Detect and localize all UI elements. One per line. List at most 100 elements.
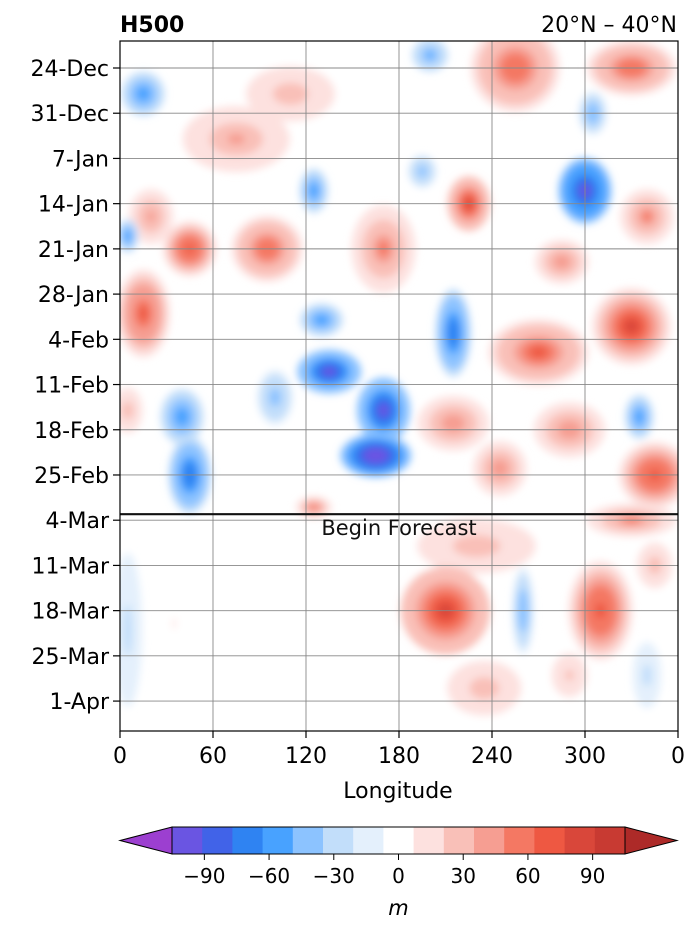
plot-area: Begin Forecast bbox=[119, 40, 679, 732]
blob-band bbox=[323, 367, 335, 376]
anomaly-blob bbox=[297, 349, 362, 394]
chart-title-right: 20°N – 40°N bbox=[541, 13, 677, 38]
blob-band bbox=[644, 669, 650, 681]
anomaly-blob bbox=[237, 60, 344, 127]
y-tick-label: 24-Dec bbox=[30, 57, 109, 82]
anomaly-blob bbox=[417, 395, 489, 451]
colorbar-band bbox=[353, 827, 384, 854]
y-tick-label: 18-Feb bbox=[34, 419, 109, 444]
y-tick-label: 18-Mar bbox=[32, 600, 110, 625]
y-tick-label: 11-Mar bbox=[32, 554, 110, 579]
blob-band bbox=[281, 88, 300, 100]
begin-forecast-label: Begin Forecast bbox=[321, 516, 476, 540]
anomaly-blob bbox=[120, 219, 139, 253]
blob-band bbox=[450, 325, 457, 341]
x-axis: 0 60 120 180 240 300 0 bbox=[113, 731, 685, 769]
blob-band bbox=[419, 168, 425, 175]
y-axis: 24-Dec 31-Dec 7-Jan 14-Jan 21-Jan 28-Jan 4-Feb… bbox=[30, 57, 120, 715]
x-axis-label: Longitude bbox=[343, 779, 452, 804]
blob-band bbox=[124, 405, 131, 415]
grid-lines bbox=[120, 41, 678, 731]
anomaly-blob bbox=[356, 377, 411, 444]
y-tick-label: 1-Apr bbox=[49, 690, 109, 715]
anomaly-blob bbox=[120, 553, 143, 707]
blob-band bbox=[642, 212, 652, 222]
colorbar-tick-label: 30 bbox=[450, 864, 475, 888]
blob-band bbox=[146, 211, 156, 223]
blob-band bbox=[125, 233, 130, 239]
colorbar: −90 −60 −30 0 30 60 90 m bbox=[118, 826, 679, 920]
anomaly-blob bbox=[160, 389, 204, 445]
colorbar-tick-label: −60 bbox=[248, 864, 290, 888]
x-tick-label: 0 bbox=[113, 744, 127, 769]
blob-band bbox=[565, 669, 574, 681]
blob-band bbox=[311, 187, 317, 195]
colorbar-tick-label: −30 bbox=[313, 864, 355, 888]
x-tick-label: 240 bbox=[471, 744, 513, 769]
y-tick-label: 4-Mar bbox=[46, 509, 110, 534]
anomaly-blob bbox=[473, 441, 527, 496]
colorbar-band bbox=[383, 827, 415, 854]
colorbar-band bbox=[292, 827, 324, 854]
anomaly-blob bbox=[257, 370, 293, 425]
blob-band bbox=[530, 346, 547, 358]
anomaly-blob bbox=[632, 642, 662, 709]
x-tick-label: 120 bbox=[285, 744, 327, 769]
x-tick-label: 180 bbox=[378, 744, 420, 769]
colorbar-band bbox=[262, 827, 294, 854]
anomaly-blob bbox=[592, 287, 671, 365]
blob-band bbox=[227, 133, 246, 145]
anomaly-blob bbox=[120, 269, 170, 358]
y-tick-label: 25-Mar bbox=[32, 645, 110, 670]
y-tick-label: 21-Jan bbox=[38, 238, 109, 263]
blob-band bbox=[272, 392, 278, 403]
colorbar-tick-label: 0 bbox=[392, 864, 405, 888]
colorbar-label: m bbox=[388, 896, 408, 920]
anomaly-blob bbox=[435, 288, 472, 377]
y-tick-label: 11-Feb bbox=[34, 374, 109, 399]
y-tick-label: 25-Feb bbox=[34, 464, 109, 489]
blob-band bbox=[464, 540, 489, 552]
anomaly-blob bbox=[624, 394, 654, 439]
blob-band bbox=[495, 463, 505, 474]
blob-band bbox=[369, 451, 382, 460]
colorbar-band bbox=[474, 827, 505, 854]
colorbar-tick-label: 90 bbox=[580, 864, 605, 888]
colorbar-band bbox=[504, 827, 535, 854]
blob-band bbox=[125, 617, 131, 643]
chart-title-left: H500 bbox=[120, 13, 184, 38]
colorbar-band bbox=[594, 827, 626, 854]
anomaly-blob bbox=[439, 655, 529, 722]
blob-band bbox=[379, 404, 388, 416]
colorbar-band bbox=[172, 827, 203, 854]
blob-band bbox=[636, 413, 642, 421]
anomaly-blob bbox=[407, 154, 437, 188]
x-tick-label: 60 bbox=[199, 744, 227, 769]
anomaly-blob bbox=[535, 239, 589, 284]
x-tick-label: 300 bbox=[564, 744, 606, 769]
anomaly-blob bbox=[488, 319, 589, 386]
anomaly-blob bbox=[447, 176, 491, 232]
x-tick-label: 0 bbox=[671, 744, 685, 769]
y-tick-label: 7-Jan bbox=[52, 147, 109, 172]
colorbar-band bbox=[443, 827, 475, 854]
anomaly-blob bbox=[299, 168, 329, 213]
blob-band bbox=[310, 505, 317, 510]
y-tick-label: 4-Feb bbox=[48, 328, 109, 353]
colorbar-tick-label: −90 bbox=[183, 864, 225, 888]
anomaly-blob bbox=[542, 642, 597, 709]
blob-band bbox=[476, 682, 492, 694]
blob-band bbox=[138, 306, 148, 321]
blob-band bbox=[447, 418, 460, 428]
colorbar-band bbox=[564, 827, 596, 854]
colorbar-band bbox=[202, 827, 233, 854]
anomaly-blob bbox=[120, 382, 146, 438]
blob-band bbox=[624, 319, 639, 333]
anomaly-blob bbox=[163, 590, 185, 657]
blob-band bbox=[172, 618, 177, 630]
anomaly-blob bbox=[405, 513, 548, 579]
blob-band bbox=[427, 52, 433, 58]
y-tick-label: 28-Jan bbox=[38, 283, 109, 308]
colorbar-band bbox=[534, 827, 566, 854]
